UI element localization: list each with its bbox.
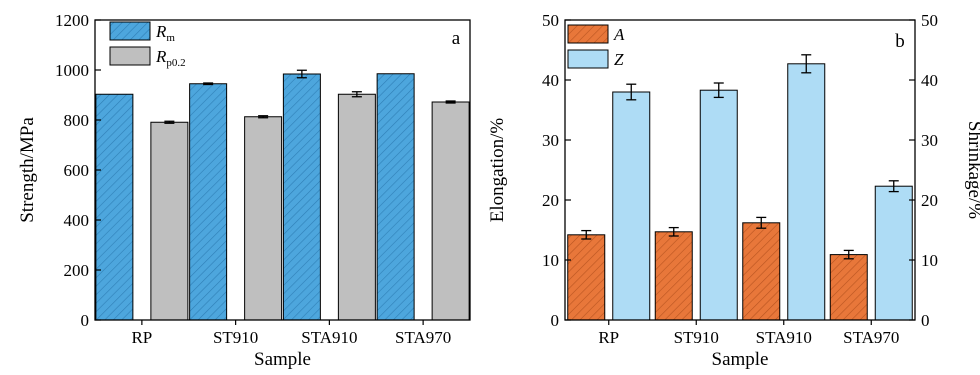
y-right-tick-label: 0: [921, 311, 930, 330]
legend-swatch: [567, 49, 609, 69]
legend-swatch: [567, 24, 609, 44]
x-tick-label: RP: [598, 328, 619, 347]
x-tick-label: STA910: [756, 328, 812, 347]
y-tick-label: 1200: [55, 11, 89, 30]
bar-rp02-rp: [150, 121, 189, 321]
y-tick-label: 1000: [55, 61, 89, 80]
legend-swatch: [109, 21, 151, 41]
legend-label: A: [613, 25, 625, 44]
bar-rm-sta970: [376, 73, 415, 321]
bar-rm-sta910: [282, 73, 321, 321]
x-axis-label: Sample: [712, 349, 769, 370]
x-axis-label: Sample: [254, 349, 311, 370]
bar-a-sta910: [742, 222, 781, 321]
y-right-tick-label: 50: [921, 11, 938, 30]
bar-z-sta910: [787, 63, 826, 321]
y-tick-label: 10: [542, 251, 559, 270]
bar-a-st910: [654, 231, 693, 321]
y-right-tick-label: 20: [921, 191, 938, 210]
panel-letter: b: [895, 31, 905, 52]
legend-label: Rp0.2: [155, 47, 186, 69]
bar-rp02-sta970: [431, 101, 470, 321]
x-tick-label: STA970: [843, 328, 899, 347]
legend-label-subscript: p0.2: [166, 57, 185, 69]
bar-a-rp: [567, 234, 606, 321]
y-tick-label: 20: [542, 191, 559, 210]
panel-b-elongation-shrinkage-chart: 0 0 10 10 20 20 30 30 40 40 50 50 RP ST910 STA910 STA97…: [487, 11, 980, 370]
legend-label-subscript: m: [166, 32, 175, 44]
y-axis-label: Strength/MPa: [17, 117, 38, 223]
bar-rp02-st910: [244, 116, 283, 321]
x-tick-label: ST910: [674, 328, 719, 347]
y-right-tick-label: 10: [921, 251, 938, 270]
bar-rm-rp: [95, 93, 134, 321]
legend-label: Rm: [155, 22, 175, 44]
legend-label: Z: [614, 50, 624, 69]
panel-letter: a: [452, 28, 461, 49]
x-tick-label: STA970: [395, 328, 451, 347]
bar-rp02-sta910: [337, 93, 376, 321]
y-tick-label: 50: [542, 11, 559, 30]
plot-frame: [564, 19, 916, 321]
y-tick-label: 400: [64, 211, 90, 230]
y-right-tick-label: 40: [921, 71, 938, 90]
y-tick-label: 30: [542, 131, 559, 150]
bar-z-rp: [612, 91, 651, 321]
bar-a-sta970: [829, 254, 868, 321]
y-tick-label: 200: [64, 261, 90, 280]
y-right-axis-label: Shrinkage/%: [964, 121, 980, 219]
bar-z-sta970: [874, 185, 913, 321]
panel-a-strength-chart: 0 200 400 600 800 1000 1200 RP ST910 STA910 STA970…: [17, 11, 471, 370]
y-tick-label: 0: [551, 311, 560, 330]
y-tick-label: 800: [64, 111, 90, 130]
x-tick-label: RP: [131, 328, 152, 347]
y-right-tick-label: 30: [921, 131, 938, 150]
y-tick-label: 40: [542, 71, 559, 90]
bar-rm-st910: [189, 83, 228, 321]
y-axis-label: Elongation/%: [487, 118, 508, 223]
bar-z-st910: [699, 89, 738, 321]
legend-swatch: [109, 46, 151, 66]
y-tick-label: 0: [81, 311, 90, 330]
y-tick-label: 600: [64, 161, 90, 180]
x-tick-label: ST910: [213, 328, 258, 347]
x-tick-label: STA910: [301, 328, 357, 347]
